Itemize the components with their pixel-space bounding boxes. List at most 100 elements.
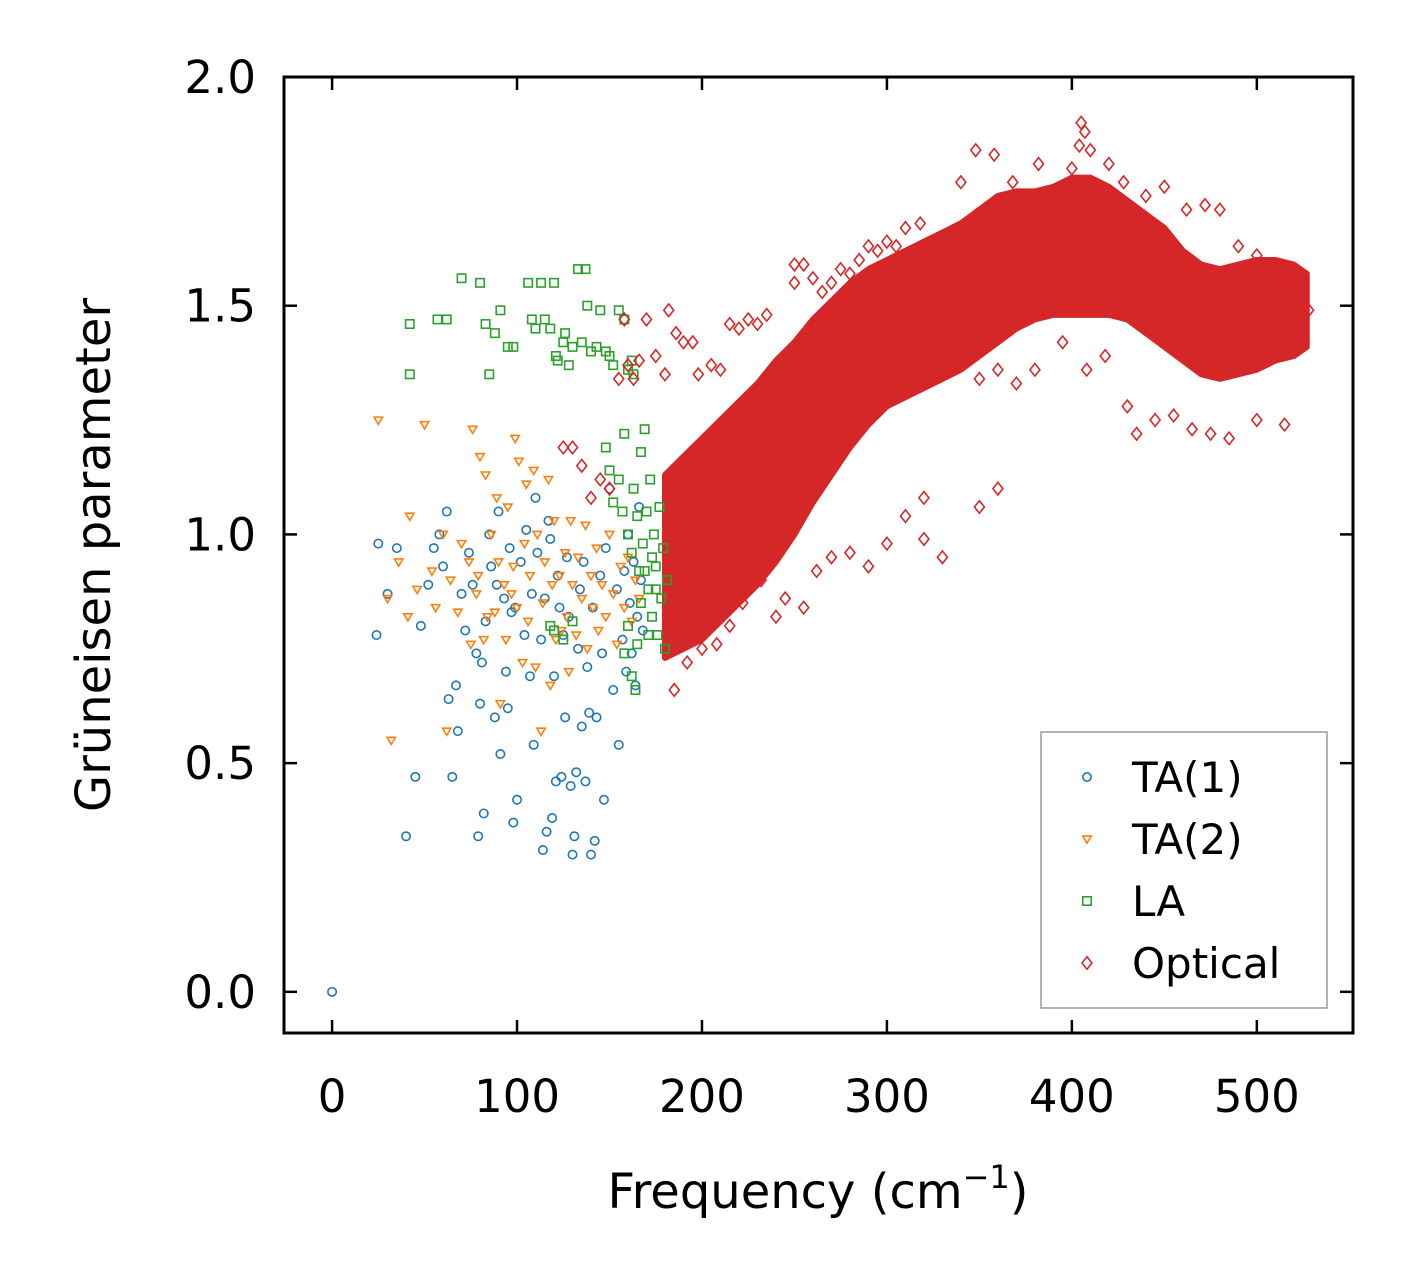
data-point	[530, 323, 541, 334]
data-point	[626, 648, 637, 659]
data-point	[563, 667, 575, 678]
data-point	[1006, 174, 1019, 190]
data-point	[1065, 160, 1078, 177]
x-tick-label: 200	[659, 1070, 745, 1123]
data-point	[613, 474, 624, 485]
data-point	[526, 314, 537, 325]
data-point	[567, 341, 578, 352]
data-point	[547, 813, 558, 824]
data-point	[862, 238, 875, 254]
data-point	[1302, 302, 1315, 318]
data-point	[608, 497, 619, 508]
data-point	[520, 480, 532, 490]
data-point	[410, 771, 421, 782]
data-point	[954, 174, 967, 190]
data-point	[508, 817, 519, 828]
data-point	[635, 447, 646, 458]
data-point	[415, 620, 426, 631]
data-point	[570, 631, 582, 641]
data-point	[485, 530, 497, 541]
legend: TA(1) TA(2) LA Optical	[1040, 731, 1328, 1009]
data-point	[489, 712, 500, 723]
data-point	[899, 220, 912, 236]
data-point	[550, 776, 561, 787]
legend-label: LA	[1132, 877, 1185, 926]
data-point	[834, 261, 847, 277]
data-point	[467, 579, 478, 590]
data-point	[594, 471, 607, 488]
data-point	[648, 529, 659, 540]
data-point	[647, 611, 658, 622]
data-point	[1204, 426, 1217, 442]
data-point	[555, 626, 568, 637]
data-point	[751, 316, 764, 332]
data-point	[491, 494, 503, 504]
data-point	[443, 694, 454, 705]
data-point	[492, 558, 505, 568]
data-point	[617, 634, 628, 645]
data-point	[571, 767, 582, 778]
data-point	[475, 698, 486, 709]
data-point	[573, 264, 584, 275]
data-point	[914, 215, 927, 231]
data-point	[508, 341, 519, 352]
data-point	[576, 337, 587, 348]
data-point	[539, 314, 550, 325]
data-point	[548, 516, 560, 527]
y-tick-label: 0.5	[184, 737, 256, 790]
data-point	[1158, 179, 1171, 195]
data-point	[493, 506, 504, 517]
data-point	[502, 703, 513, 714]
data-point	[779, 590, 792, 606]
data-point	[632, 511, 643, 522]
data-point	[385, 736, 397, 747]
data-point	[532, 547, 543, 558]
data-point	[639, 424, 650, 435]
data-point	[686, 334, 699, 350]
data-point	[567, 849, 578, 860]
data-point	[576, 721, 587, 732]
data-point	[608, 684, 619, 695]
data-point	[518, 539, 531, 550]
data-point	[535, 727, 547, 737]
data-point	[643, 630, 654, 641]
data-point	[573, 643, 584, 654]
data-point	[635, 598, 646, 609]
data-point	[587, 603, 599, 614]
legend-frame	[1040, 731, 1328, 1009]
data-point	[736, 595, 749, 611]
data-point	[372, 416, 384, 426]
data-point	[917, 531, 930, 547]
data-point	[917, 490, 930, 506]
data-point	[590, 544, 603, 554]
data-point	[566, 439, 579, 456]
data-point	[656, 593, 667, 604]
data-point	[544, 681, 556, 692]
data-point	[529, 663, 542, 673]
data-point	[432, 314, 443, 325]
data-point	[634, 566, 645, 577]
data-point	[537, 845, 548, 856]
data-point	[471, 648, 482, 659]
data-point	[1028, 362, 1041, 378]
y-tick-label: 0.0	[184, 966, 256, 1019]
data-point	[871, 243, 884, 259]
data-point	[549, 277, 560, 288]
data-point	[484, 369, 495, 380]
plot-frame	[282, 75, 1355, 1035]
data-point	[628, 556, 639, 567]
data-point	[969, 142, 982, 158]
x-tick-label: 0	[318, 1070, 347, 1123]
data-point	[637, 538, 648, 549]
data-point	[647, 552, 658, 563]
data-point	[505, 590, 518, 600]
x-tick-label: 100	[474, 1070, 560, 1123]
data-point	[536, 634, 547, 645]
legend-label: TA(1)	[1131, 753, 1243, 802]
data-point	[519, 630, 530, 641]
data-point	[584, 707, 595, 718]
data-point	[618, 603, 630, 614]
data-point	[1117, 174, 1130, 190]
data-point	[1078, 124, 1091, 140]
